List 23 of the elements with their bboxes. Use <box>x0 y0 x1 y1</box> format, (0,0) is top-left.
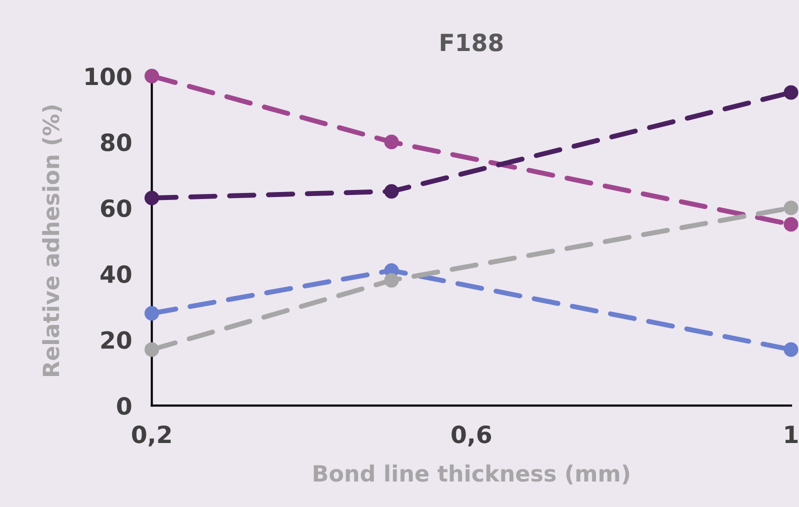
point <box>144 68 160 84</box>
y-tick-label: 20 <box>101 331 132 349</box>
y-tick-label: 40 <box>100 265 132 284</box>
point <box>384 184 399 199</box>
point <box>144 342 160 357</box>
point <box>144 306 160 321</box>
point <box>784 85 798 100</box>
point <box>384 134 399 150</box>
x-tick-label: 1 <box>785 426 798 443</box>
point <box>784 342 798 357</box>
point <box>144 190 160 206</box>
x-axis-title: Bond line thickness (mm) <box>314 464 630 484</box>
point <box>384 273 399 288</box>
y-tick-label: 60 <box>100 199 132 218</box>
y-tick-label: 80 <box>100 133 132 152</box>
chart-title: F188 <box>440 34 503 52</box>
point <box>784 200 798 216</box>
point <box>784 217 798 232</box>
y-tick-label: 100 <box>86 67 132 86</box>
x-tick-label: 0,2 <box>132 425 171 446</box>
x-tick-label: 0,6 <box>452 425 492 446</box>
y-axis-title: Relative adhesion (%) <box>42 106 62 376</box>
y-tick-label: 0 <box>117 397 132 415</box>
